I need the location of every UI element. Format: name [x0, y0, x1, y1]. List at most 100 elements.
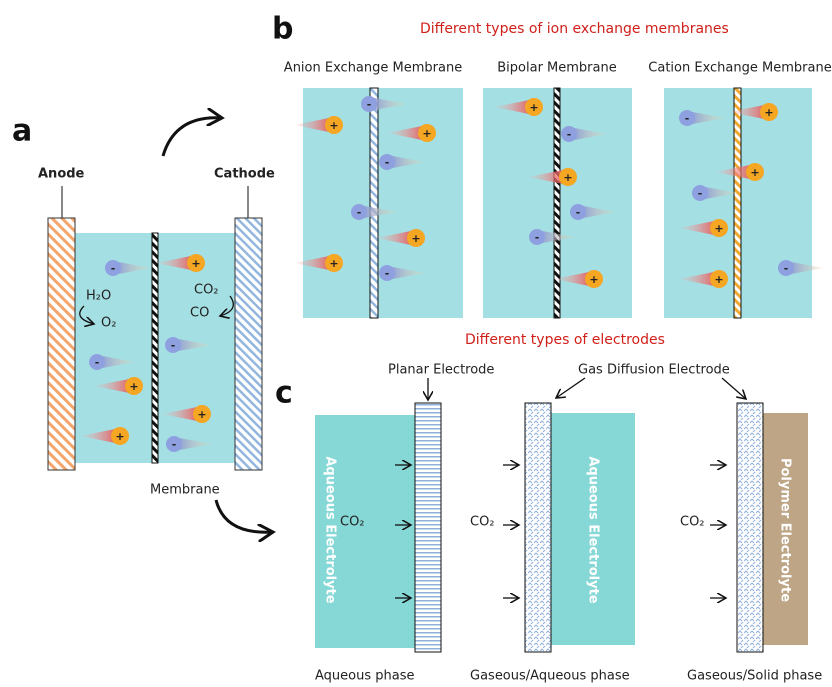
membrane	[553, 87, 561, 319]
ion-tail	[528, 169, 568, 185]
panel-label: b	[272, 12, 293, 47]
phase-label: Gaseous/Solid phase	[687, 669, 822, 684]
reactant: CO₂	[194, 283, 219, 298]
ion-tail	[369, 97, 407, 111]
cation: +	[528, 168, 577, 186]
membrane	[369, 87, 379, 319]
ion-body	[746, 163, 764, 181]
electrolyte	[763, 413, 808, 645]
section-title: Different types of electrodes	[465, 332, 665, 348]
ion-charge: -	[685, 112, 690, 125]
membrane-label: Membrane	[150, 483, 220, 498]
anion: -	[165, 337, 211, 353]
ion-tail	[679, 220, 719, 236]
anion: -	[379, 154, 425, 170]
electrolyte-label: Aqueous Electrolyte	[586, 456, 601, 603]
ion-tail	[578, 205, 616, 219]
cation: +	[679, 219, 728, 237]
anion: -	[679, 110, 725, 126]
ion-body	[325, 116, 343, 134]
ion-charge: -	[784, 262, 789, 275]
electrolyte	[315, 415, 415, 648]
cation: +	[715, 163, 764, 181]
anion: -	[351, 204, 397, 220]
ion-charge: +	[197, 408, 206, 421]
ion-tail	[387, 155, 425, 169]
panel-label: c	[275, 376, 293, 411]
ion-charge: -	[576, 206, 581, 219]
ion-charge: -	[172, 438, 177, 451]
anion: -	[89, 354, 135, 370]
membrane-title: Bipolar Membrane	[497, 61, 616, 76]
ion-charge: +	[589, 273, 598, 286]
gas-label: CO₂	[680, 515, 705, 530]
ion-body	[585, 270, 603, 288]
membrane	[733, 87, 742, 319]
flow-arrow	[214, 499, 273, 532]
ion-charge: -	[171, 339, 176, 352]
product: O₂	[101, 316, 116, 331]
reaction-arrow	[220, 295, 234, 316]
ion-body	[361, 96, 377, 112]
electrode	[414, 402, 442, 653]
anion: -	[692, 185, 738, 201]
ion-body	[193, 405, 211, 423]
ion-charge: +	[191, 257, 200, 270]
ion-body	[710, 219, 728, 237]
cation: +	[80, 427, 129, 445]
cation: +	[494, 98, 543, 116]
membrane	[151, 232, 159, 464]
ion-tail	[387, 125, 427, 141]
reaction-arrow	[79, 305, 94, 324]
ion-charge: +	[714, 273, 723, 286]
ion-body	[89, 354, 105, 370]
cation: +	[729, 103, 778, 121]
pointer	[721, 377, 746, 399]
ion-body	[125, 377, 143, 395]
anion: -	[166, 436, 212, 452]
ion-body	[379, 265, 395, 281]
cation: +	[554, 270, 603, 288]
cation: +	[162, 405, 211, 423]
anion: -	[529, 229, 575, 245]
ion-charge: +	[714, 222, 723, 235]
ion-body	[166, 436, 182, 452]
ion-charge: -	[385, 156, 390, 169]
ion-charge: -	[357, 206, 362, 219]
product: CO	[190, 306, 209, 321]
gas-label: CO₂	[470, 515, 495, 530]
ion-body	[570, 204, 586, 220]
ion-body	[679, 110, 695, 126]
electrolyte-label: Aqueous Electrolyte	[323, 456, 338, 603]
ion-body	[325, 254, 343, 272]
ion-tail	[97, 355, 135, 369]
ion-body	[692, 185, 708, 201]
ion-tail	[786, 261, 824, 275]
anion: -	[570, 204, 616, 220]
ion-body	[778, 260, 794, 276]
ion-body	[111, 427, 129, 445]
ion-body	[710, 270, 728, 288]
anion: -	[778, 260, 824, 276]
gas-arrows	[395, 465, 726, 598]
cation: +	[376, 229, 425, 247]
ion-tail	[494, 99, 534, 115]
ion-body	[187, 254, 205, 272]
panel-label: a	[12, 114, 32, 149]
ion-charge: -	[111, 262, 116, 275]
anion: -	[105, 260, 151, 276]
ion-charge: +	[329, 257, 338, 270]
ion-body	[760, 103, 778, 121]
ion-tail	[294, 117, 334, 133]
phase-label: Gaseous/Aqueous phase	[470, 669, 630, 684]
ion-tail	[376, 230, 416, 246]
electrode-label: Planar Electrode	[388, 363, 494, 378]
ion-charge: +	[764, 106, 773, 119]
ion-tail	[173, 338, 211, 352]
electrode-label: Gas Diffusion Electrode	[578, 363, 730, 378]
anion: -	[361, 96, 407, 112]
ion-charge: +	[129, 380, 138, 393]
cation: +	[94, 377, 143, 395]
